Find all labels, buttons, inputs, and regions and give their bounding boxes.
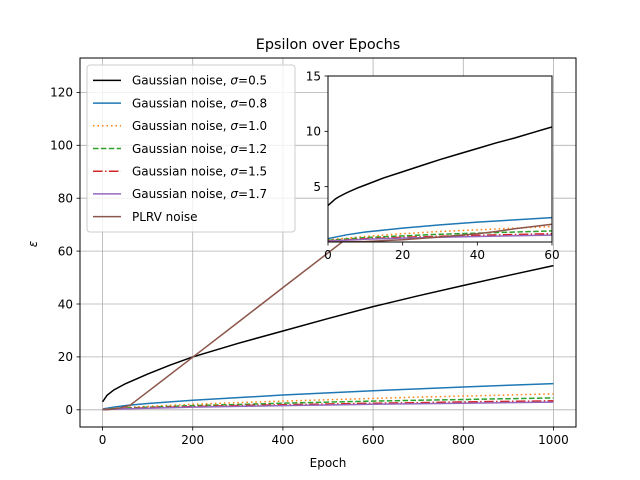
- legend-label-4: Gaussian noise, σ=1.2: [132, 142, 267, 156]
- inset-plot-area: 0 20 40 60 5 10 15: [306, 69, 560, 262]
- inset-y-tick-label: 5: [313, 180, 321, 194]
- inset-x-tick-label: 40: [470, 248, 485, 262]
- y-tick-label: 40: [58, 297, 73, 311]
- x-tick-label: 1000: [538, 433, 569, 447]
- inset-y-tick-label: 15: [306, 69, 321, 83]
- x-tick-label: 800: [452, 433, 475, 447]
- x-tick-label: 600: [362, 433, 385, 447]
- legend-label-6: Gaussian noise, σ=1.7: [132, 187, 267, 201]
- main-series-group: [101, 234, 554, 411]
- legend: Gaussian noise, σ=0.5 Gaussian noise, σ=0…: [86, 64, 296, 233]
- legend-box: [86, 64, 296, 233]
- inset-series-line-4: [328, 230, 552, 242]
- x-axis-label: Epoch: [310, 456, 347, 470]
- legend-label-5: Gaussian noise, σ=1.5: [132, 165, 267, 179]
- series-line-7: [102, 234, 352, 411]
- inset-series-line-2: [328, 216, 552, 240]
- y-tick-label: 0: [65, 403, 73, 417]
- legend-label-3: Gaussian noise, σ=1.0: [132, 119, 267, 133]
- inset-series-line-3: [328, 225, 552, 241]
- series-line-2: [102, 382, 554, 410]
- inset-series-group: [328, 126, 552, 242]
- legend-label-2: Gaussian noise, σ=0.8: [132, 96, 267, 110]
- x-tick-label: 400: [271, 433, 294, 447]
- main-axes-frame: [79, 57, 577, 428]
- x-tick-label: 200: [181, 433, 204, 447]
- inset-ticks: 0 20 40 60 5 10 15: [306, 69, 560, 262]
- chart-title: Epsilon over Epochs: [256, 37, 400, 53]
- inset-x-tick-label: 20: [395, 248, 410, 262]
- inset-series-line-7: [328, 223, 552, 242]
- y-axis-label: ε: [26, 240, 40, 247]
- legend-label-1: Gaussian noise, σ=0.5: [132, 74, 267, 88]
- y-tick-label: 80: [58, 191, 73, 205]
- series-line-1: [101, 264, 554, 403]
- y-tick-label: 120: [50, 86, 73, 100]
- x-tick-label: 0: [99, 433, 107, 447]
- y-tick-label: 20: [58, 350, 73, 364]
- series-line-6: [102, 401, 554, 411]
- y-tick-label: 100: [50, 139, 73, 153]
- legend-label-7: PLRV noise: [132, 210, 198, 224]
- inset-x-tick-label: 60: [544, 248, 559, 262]
- inset-axes-frame: [327, 75, 553, 243]
- y-tick-label: 60: [58, 244, 73, 258]
- inset-y-tick-label: 10: [306, 125, 321, 139]
- inset-series-line-1: [328, 126, 552, 207]
- inset-x-tick-label: 0: [324, 248, 332, 262]
